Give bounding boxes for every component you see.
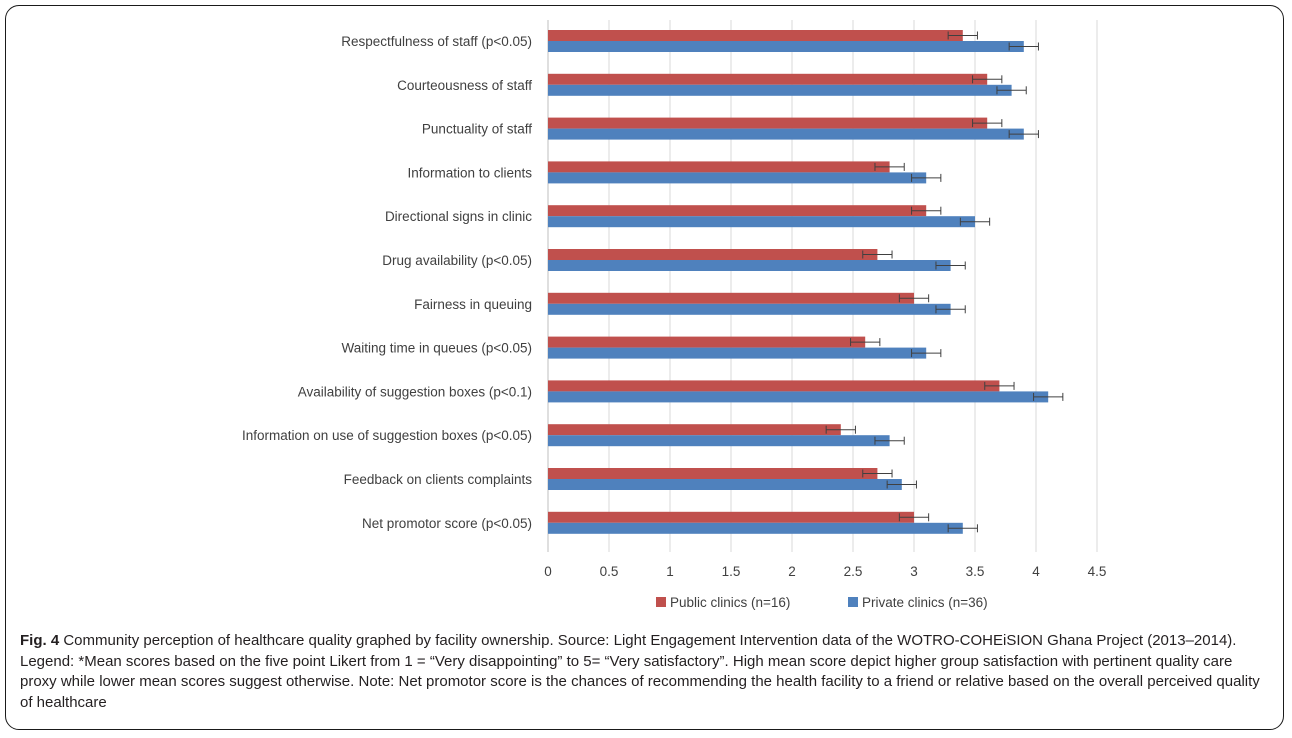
bar-public [548, 117, 988, 129]
bar-private [548, 172, 927, 184]
bar-public [548, 205, 927, 217]
bar-public [548, 292, 914, 304]
x-tick-label: 3 [910, 564, 918, 579]
category-labels: Respectfulness of staff (p<0.05) Courteou… [242, 34, 532, 531]
bar-private [548, 391, 1049, 403]
bar-private [548, 41, 1024, 52]
bar-public [548, 468, 878, 479]
bars [548, 30, 1064, 534]
gridlines [547, 20, 1098, 552]
legend: Public clinics (n=16) Private clinics (n… [656, 595, 988, 610]
bar-public [548, 73, 988, 85]
category-label: Waiting time in queues (p<0.05) [342, 341, 532, 356]
x-tick-label: 2.5 [844, 564, 863, 579]
x-tick-label: 0 [544, 564, 552, 579]
bar-private [548, 216, 975, 228]
category-label: Information to clients [407, 165, 532, 180]
bar-private [548, 479, 902, 490]
bar-public [548, 161, 890, 173]
bar-private [548, 435, 890, 447]
category-label: Respectfulness of staff (p<0.05) [341, 34, 532, 49]
category-label: Fairness in queuing [414, 297, 532, 312]
x-tick-label: 0.5 [600, 564, 619, 579]
bar-private [548, 128, 1024, 140]
legend-swatch-public [656, 597, 666, 607]
x-tick-label: 1.5 [722, 564, 741, 579]
category-label: Courteousness of staff [397, 78, 532, 93]
legend-swatch-private [848, 597, 858, 607]
category-label: Directional signs in clinic [385, 209, 532, 224]
bar-public [548, 336, 866, 348]
legend-label-private: Private clinics (n=36) [862, 595, 988, 610]
category-label: Feedback on clients complaints [344, 472, 533, 487]
bar-chart: Respectfulness of staff (p<0.05) Courteou… [242, 20, 1106, 610]
category-label: Information on use of suggestion boxes (… [242, 428, 532, 443]
bar-private [548, 84, 1012, 96]
bar-public [548, 424, 841, 436]
figure-number: Fig. 4 [20, 632, 60, 649]
x-tick-labels: 0 0.5 1 1.5 2 2.5 3 3.5 4 4.5 [544, 564, 1106, 579]
caption-text: Community perception of healthcare quali… [20, 632, 1260, 711]
category-label: Drug availability (p<0.05) [382, 253, 532, 268]
bar-public [548, 511, 914, 523]
bar-public [548, 249, 878, 260]
x-tick-label: 1 [666, 564, 674, 579]
bar-private [548, 303, 951, 315]
bar-private [548, 347, 927, 359]
bar-public [548, 380, 1000, 392]
x-tick-label: 4.5 [1088, 564, 1107, 579]
category-label: Net promotor score (p<0.05) [362, 516, 532, 531]
x-tick-label: 3.5 [966, 564, 985, 579]
category-label: Punctuality of staff [422, 122, 532, 137]
bar-private [548, 522, 963, 534]
x-tick-label: 2 [788, 564, 796, 579]
x-tick-label: 4 [1032, 564, 1040, 579]
bar-public [548, 30, 963, 41]
legend-label-public: Public clinics (n=16) [670, 595, 790, 610]
figure-caption: Fig. 4 Community perception of healthcar… [20, 631, 1270, 713]
category-label: Availability of suggestion boxes (p<0.1) [298, 384, 532, 399]
bar-private [548, 260, 951, 271]
